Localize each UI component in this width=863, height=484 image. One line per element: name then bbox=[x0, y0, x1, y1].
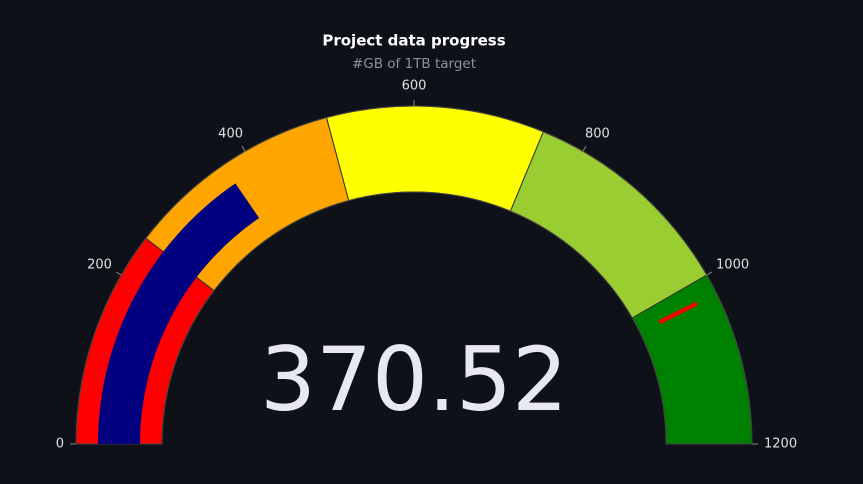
gauge-value: 370.52 bbox=[260, 328, 568, 431]
tick-label: 600 bbox=[402, 79, 427, 94]
gauge-outline bbox=[75, 105, 753, 445]
tick-mark bbox=[582, 145, 587, 152]
threshold bbox=[658, 301, 698, 324]
tick-label: 200 bbox=[87, 258, 112, 273]
tick-label: 800 bbox=[585, 126, 610, 141]
chart-title: Project data progress bbox=[322, 32, 505, 50]
gauge-bar bbox=[98, 183, 260, 444]
tick-label: 0 bbox=[56, 437, 64, 452]
tick-mark bbox=[115, 271, 122, 276]
chart-subtitle: #GB of 1TB target bbox=[352, 56, 476, 72]
tick-mark bbox=[241, 145, 246, 152]
tick-mark bbox=[706, 271, 713, 276]
tick-label: 1200 bbox=[764, 437, 797, 452]
tick-label: 1000 bbox=[716, 258, 749, 273]
tick-label: 400 bbox=[218, 126, 243, 141]
